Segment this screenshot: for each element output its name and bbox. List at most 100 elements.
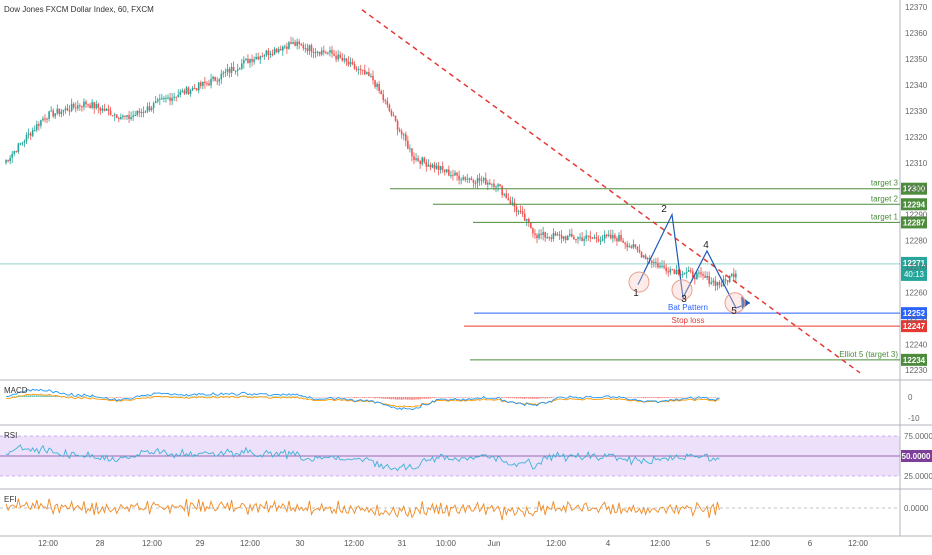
- price-tick-label: 12340: [905, 81, 928, 90]
- macd-histogram-bar: [534, 397, 536, 399]
- candle-body: [432, 165, 434, 168]
- candle-body: [581, 237, 583, 240]
- candle-body: [216, 81, 218, 82]
- macd-histogram-bar: [628, 397, 630, 398]
- macd-histogram-bar: [276, 396, 278, 397]
- candle-body: [255, 57, 257, 59]
- macd-histogram-bar: [397, 397, 399, 400]
- macd-histogram-bar: [413, 397, 415, 400]
- macd-histogram-bar: [649, 397, 651, 398]
- candle-body: [643, 255, 645, 257]
- candle-body: [407, 141, 409, 149]
- candle-body: [315, 52, 317, 53]
- candle-body: [382, 94, 384, 100]
- candle-body: [206, 83, 208, 84]
- price-tick-label: 12290: [905, 211, 928, 220]
- macd-histogram-bar: [274, 396, 276, 397]
- wave-label: 1: [633, 288, 639, 299]
- candle-body: [108, 109, 110, 111]
- candle-body: [491, 184, 493, 185]
- candle-body: [24, 141, 26, 142]
- candle-body: [259, 56, 261, 59]
- candle-body: [399, 130, 401, 131]
- candle-body: [71, 104, 73, 111]
- candle-body: [95, 104, 97, 108]
- macd-histogram-bar: [633, 397, 635, 398]
- rsi-tick: 75.0000: [904, 432, 932, 441]
- macd-histogram-bar: [360, 397, 362, 398]
- candle-body: [221, 74, 223, 79]
- candle-body: [442, 166, 444, 169]
- candle-body: [253, 59, 255, 62]
- candle-body: [11, 154, 13, 158]
- candle-body: [30, 134, 32, 136]
- candle-body: [487, 183, 489, 185]
- candle-body: [268, 51, 270, 55]
- macd-tick: -10: [908, 414, 920, 423]
- candle-body: [237, 69, 239, 71]
- candle-body: [139, 111, 141, 113]
- candle-body: [380, 91, 382, 94]
- candle-body: [38, 124, 40, 126]
- candle-body: [569, 234, 571, 236]
- candle-body: [204, 82, 206, 83]
- candle-body: [454, 173, 456, 176]
- candle-body: [610, 235, 612, 239]
- candle-body: [18, 143, 20, 152]
- candle-body: [112, 115, 114, 116]
- macd-histogram-bar: [520, 397, 522, 398]
- level-label: Bat Pattern: [668, 303, 708, 312]
- macd-histogram-bar: [710, 397, 712, 398]
- candle-body: [575, 239, 577, 240]
- macd-histogram-bar: [434, 397, 436, 398]
- candle-body: [549, 237, 551, 238]
- candle-body: [567, 236, 569, 240]
- candle-body: [192, 88, 194, 91]
- macd-histogram-bar: [417, 397, 419, 400]
- candle-body: [79, 105, 81, 106]
- time-tick-label: 12:00: [142, 539, 163, 548]
- candle-body: [395, 116, 397, 121]
- candle-body: [409, 148, 411, 149]
- macd-histogram-bar: [512, 397, 514, 398]
- macd-title: MACD: [4, 386, 28, 395]
- macd-histogram-bar: [643, 397, 645, 398]
- macd-histogram-bar: [672, 397, 674, 398]
- candle-body: [551, 238, 553, 239]
- candle-body: [102, 109, 104, 111]
- candle-body: [13, 151, 15, 154]
- candle-body: [202, 82, 204, 86]
- candle-body: [641, 252, 643, 257]
- candle-body: [352, 62, 354, 64]
- macd-histogram-bar: [26, 395, 28, 397]
- candle-body: [354, 64, 356, 69]
- candle-body: [684, 273, 686, 274]
- candle-body: [477, 178, 479, 183]
- candle-body: [143, 112, 145, 113]
- candle-body: [417, 158, 419, 161]
- price-tick-label: 12260: [905, 288, 928, 297]
- candle-body: [262, 56, 264, 57]
- candle-body: [194, 88, 196, 89]
- candle-body: [145, 111, 147, 112]
- macd-histogram-bar: [456, 397, 458, 398]
- macd-histogram-bar: [540, 397, 542, 398]
- macd-histogram-bar: [407, 397, 409, 400]
- candle-body: [122, 116, 124, 117]
- candle-body: [387, 101, 389, 105]
- candle-body: [231, 67, 233, 73]
- candle-body: [553, 233, 555, 239]
- time-tick-label: 28: [96, 539, 105, 548]
- candle-body: [288, 42, 290, 49]
- candle-body: [171, 98, 173, 101]
- candle-body: [512, 202, 514, 203]
- time-tick-label: 12:00: [240, 539, 261, 548]
- candle-body: [348, 62, 350, 65]
- candle-body: [585, 235, 587, 238]
- macd-histogram-bar: [348, 397, 350, 398]
- candle-body: [436, 166, 438, 169]
- macd-histogram-bar: [501, 397, 503, 398]
- macd-histogram-bar: [639, 397, 641, 398]
- candle-body: [157, 99, 159, 101]
